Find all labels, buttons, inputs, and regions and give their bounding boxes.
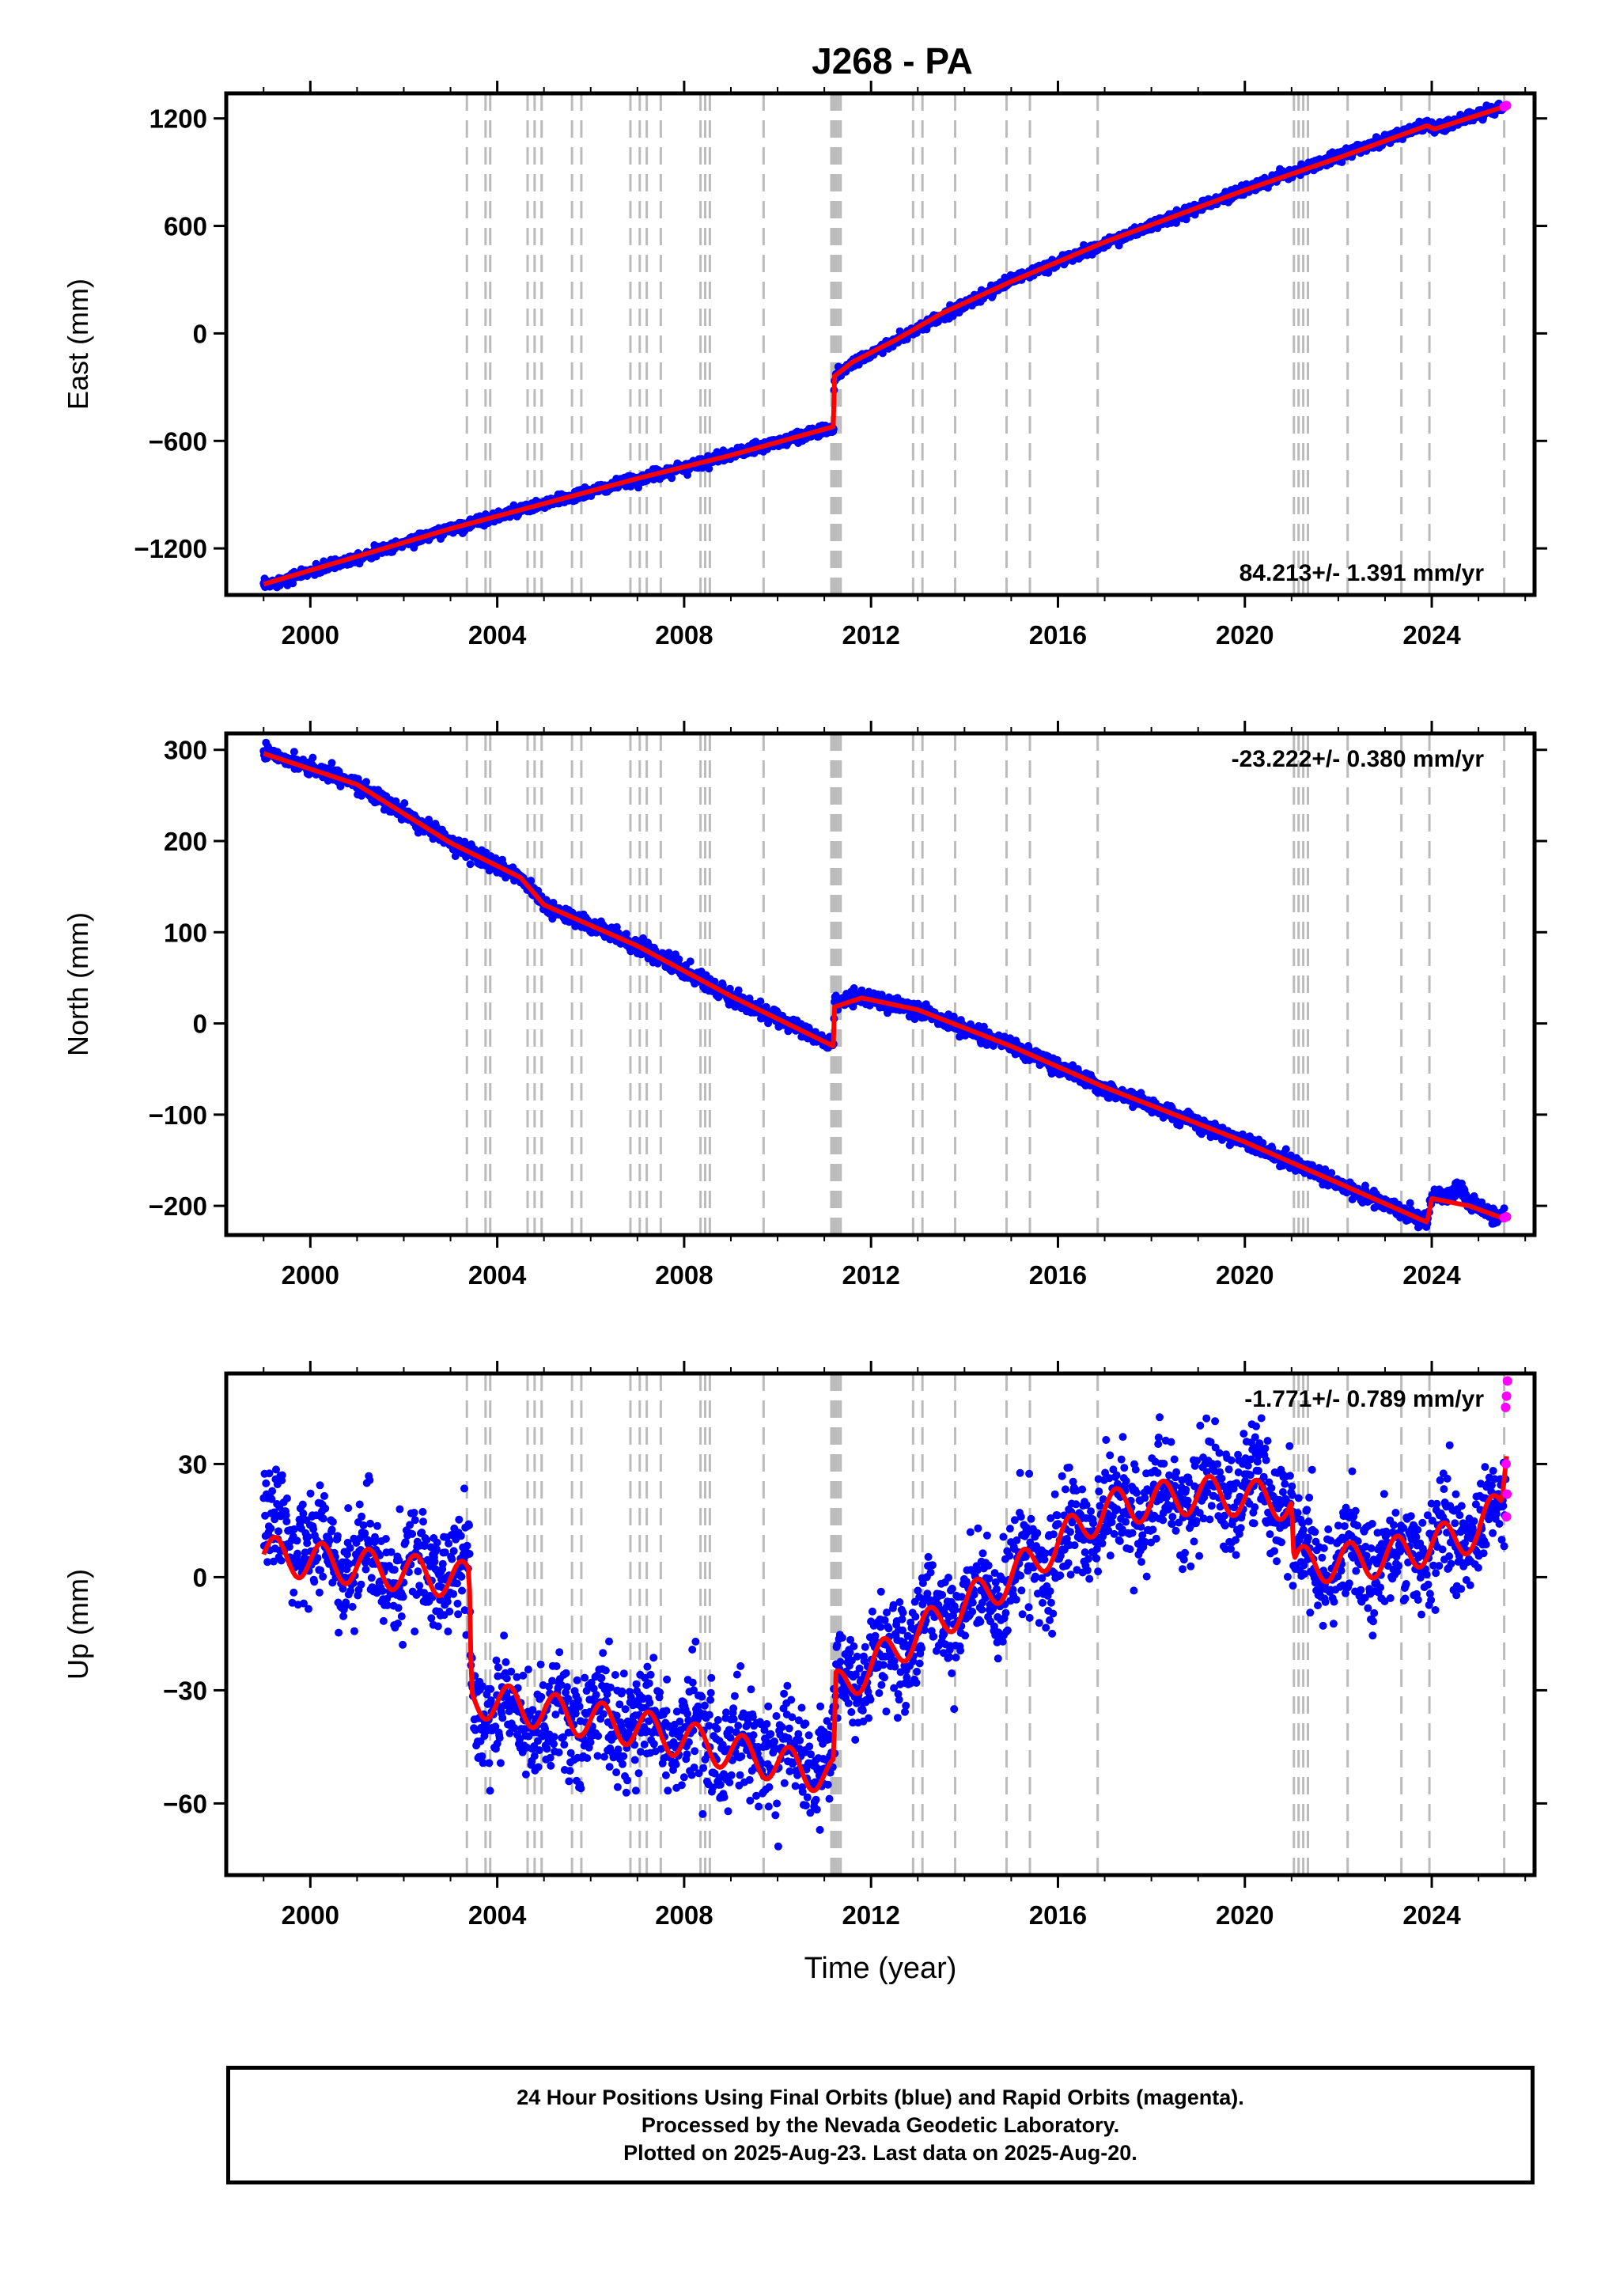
- x-tick-label: 2004: [468, 620, 527, 650]
- x-tick-label: 2008: [655, 620, 713, 650]
- plot-frame: [224, 91, 1537, 597]
- final-orbit-point: [466, 860, 475, 869]
- final-orbit-point: [1338, 158, 1346, 166]
- plot-area: [259, 733, 1512, 1235]
- final-orbit-point: [634, 483, 642, 492]
- rate-annotation: 84.213+/- 1.391 mm/yr: [1240, 560, 1485, 586]
- final-orbit-point: [686, 957, 695, 966]
- final-orbit-point: [308, 753, 317, 762]
- y-tick-label: −600: [149, 426, 207, 456]
- north-panel: 2000 2004 2008 2012 2016 2020 2024−200−1000100…: [62, 721, 1547, 1290]
- rapid-orbit-point: [1501, 100, 1512, 111]
- y-axis-label: East (mm): [62, 278, 94, 410]
- final-orbit-point: [675, 955, 683, 964]
- rapid-orbit-points: [1499, 100, 1512, 112]
- final-orbit-point: [734, 986, 743, 995]
- final-orbit-point: [290, 748, 298, 756]
- x-tick-label: 2016: [1029, 620, 1087, 650]
- y-tick-label: 600: [164, 212, 207, 241]
- final-orbit-points: [259, 738, 1508, 1232]
- model-curve: [263, 104, 1508, 587]
- final-orbit-point: [327, 759, 336, 767]
- x-tick-label: 2012: [842, 620, 899, 650]
- plot-area: [259, 93, 1512, 595]
- x-tick-label: 2024: [1402, 620, 1461, 650]
- final-orbit-point: [362, 778, 370, 786]
- chart-title: J268 - PA: [812, 40, 973, 81]
- final-orbit-point: [1281, 1145, 1290, 1154]
- east-panel: 2000 2004 2008 2012 2016 2020 2024 −1200 −600 0 60…: [62, 81, 1547, 650]
- y-tick-label: −1200: [134, 534, 207, 563]
- x-tick-label: 2000: [282, 620, 339, 650]
- final-orbit-point: [756, 997, 765, 1006]
- final-orbit-point: [1172, 218, 1180, 227]
- final-orbit-point: [622, 930, 630, 938]
- final-orbit-point: [668, 474, 676, 483]
- y-tick-label: 0: [193, 319, 207, 348]
- y-tick-label: 1200: [150, 104, 207, 134]
- x-tick-label: 2020: [1216, 620, 1274, 650]
- final-orbit-point: [400, 799, 409, 808]
